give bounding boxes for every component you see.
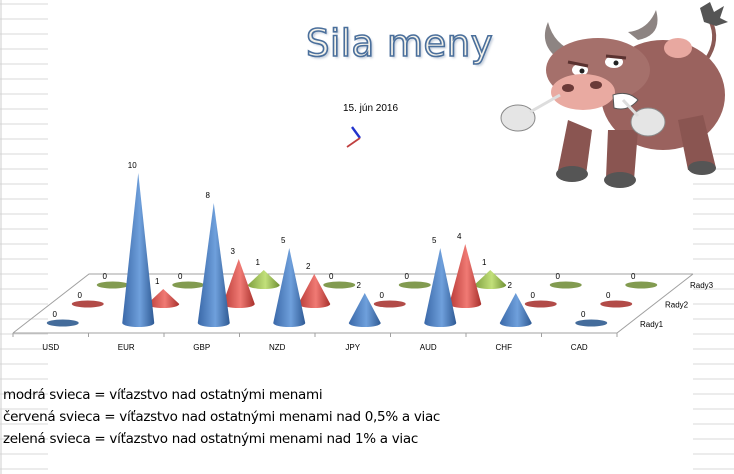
cone-rady3-eur: 0: [172, 272, 205, 289]
data-label: 1: [482, 258, 487, 267]
note-red: červená svieca = víťazstvo nad ostatnými…: [3, 409, 441, 425]
data-label: 8: [206, 191, 211, 200]
category-label: JPY: [345, 343, 360, 352]
cone-rady1-usd: 0: [46, 310, 79, 327]
data-label: 10: [128, 161, 137, 170]
data-label: 0: [581, 310, 586, 319]
series-label: Rady2: [665, 301, 689, 310]
cone-rady1-gbp: 8: [197, 191, 230, 327]
data-label: 0: [380, 291, 385, 300]
cone-rady3-cad: 0: [625, 272, 658, 289]
data-label: 0: [531, 291, 536, 300]
data-label: 2: [508, 281, 513, 290]
data-label: 0: [78, 291, 83, 300]
data-label: 0: [329, 272, 334, 281]
data-label: 2: [306, 262, 311, 271]
cone-rady2-eur: 1: [147, 277, 180, 308]
data-label: 5: [281, 236, 286, 245]
note-blue: modrá svieca = víťazstvo nad ostatnými m…: [3, 387, 323, 403]
data-label: 5: [432, 236, 437, 245]
cone-rady3-jpy: 0: [398, 272, 431, 289]
cone-rady2-cad: 0: [600, 291, 633, 308]
data-label: 0: [606, 291, 611, 300]
data-label: 0: [178, 272, 183, 281]
series-label: Rady3: [690, 281, 714, 290]
series-label: Rady1: [640, 320, 664, 329]
note-green: zelená svieca = víťazstvo nad ostatnými …: [3, 431, 418, 447]
cone-rady2-jpy: 0: [373, 291, 406, 308]
data-label: 1: [155, 277, 160, 286]
cone-rady1-cad: 0: [575, 310, 608, 327]
cone-rady1-jpy: 2: [348, 281, 381, 327]
data-label: 4: [457, 232, 462, 241]
cone-rady2-nzd: 2: [298, 262, 331, 308]
category-label: AUD: [420, 343, 437, 352]
data-label: 0: [103, 272, 108, 281]
cone-rady3-usd: 0: [96, 272, 129, 289]
cone-rady1-aud: 5: [424, 236, 457, 327]
cone-rady1-chf: 2: [499, 281, 532, 327]
category-label: CHF: [496, 343, 513, 352]
data-label: 3: [231, 247, 236, 256]
data-label: 0: [631, 272, 636, 281]
cone-rady3-chf: 0: [549, 272, 582, 289]
category-label: NZD: [269, 343, 286, 352]
cone-rady2-gbp: 3: [222, 247, 255, 308]
data-label: 0: [405, 272, 410, 281]
angry-bull-illustration: [500, 2, 728, 188]
cone-rady1-eur: 10: [122, 161, 155, 327]
data-label: 2: [357, 281, 362, 290]
cone-rady3-gbp: 1: [247, 258, 280, 289]
cone-rady2-chf: 0: [524, 291, 557, 308]
data-label: 1: [256, 258, 261, 267]
page-title: Sila meny: [305, 21, 494, 66]
category-label: CAD: [571, 343, 588, 352]
cone-rady3-aud: 1: [474, 258, 507, 289]
category-label: GBP: [193, 343, 210, 352]
axis-orientation-icon: [346, 126, 361, 148]
category-label: EUR: [118, 343, 135, 352]
cone-rady1-nzd: 5: [273, 236, 306, 327]
category-label: USD: [42, 343, 59, 352]
cone-rady3-nzd: 0: [323, 272, 356, 289]
date-label: 15. jún 2016: [343, 103, 399, 114]
data-label: 0: [556, 272, 561, 281]
data-label: 0: [53, 310, 58, 319]
cone-rady2-aud: 4: [449, 232, 482, 308]
cone-rady2-usd: 0: [71, 291, 104, 308]
